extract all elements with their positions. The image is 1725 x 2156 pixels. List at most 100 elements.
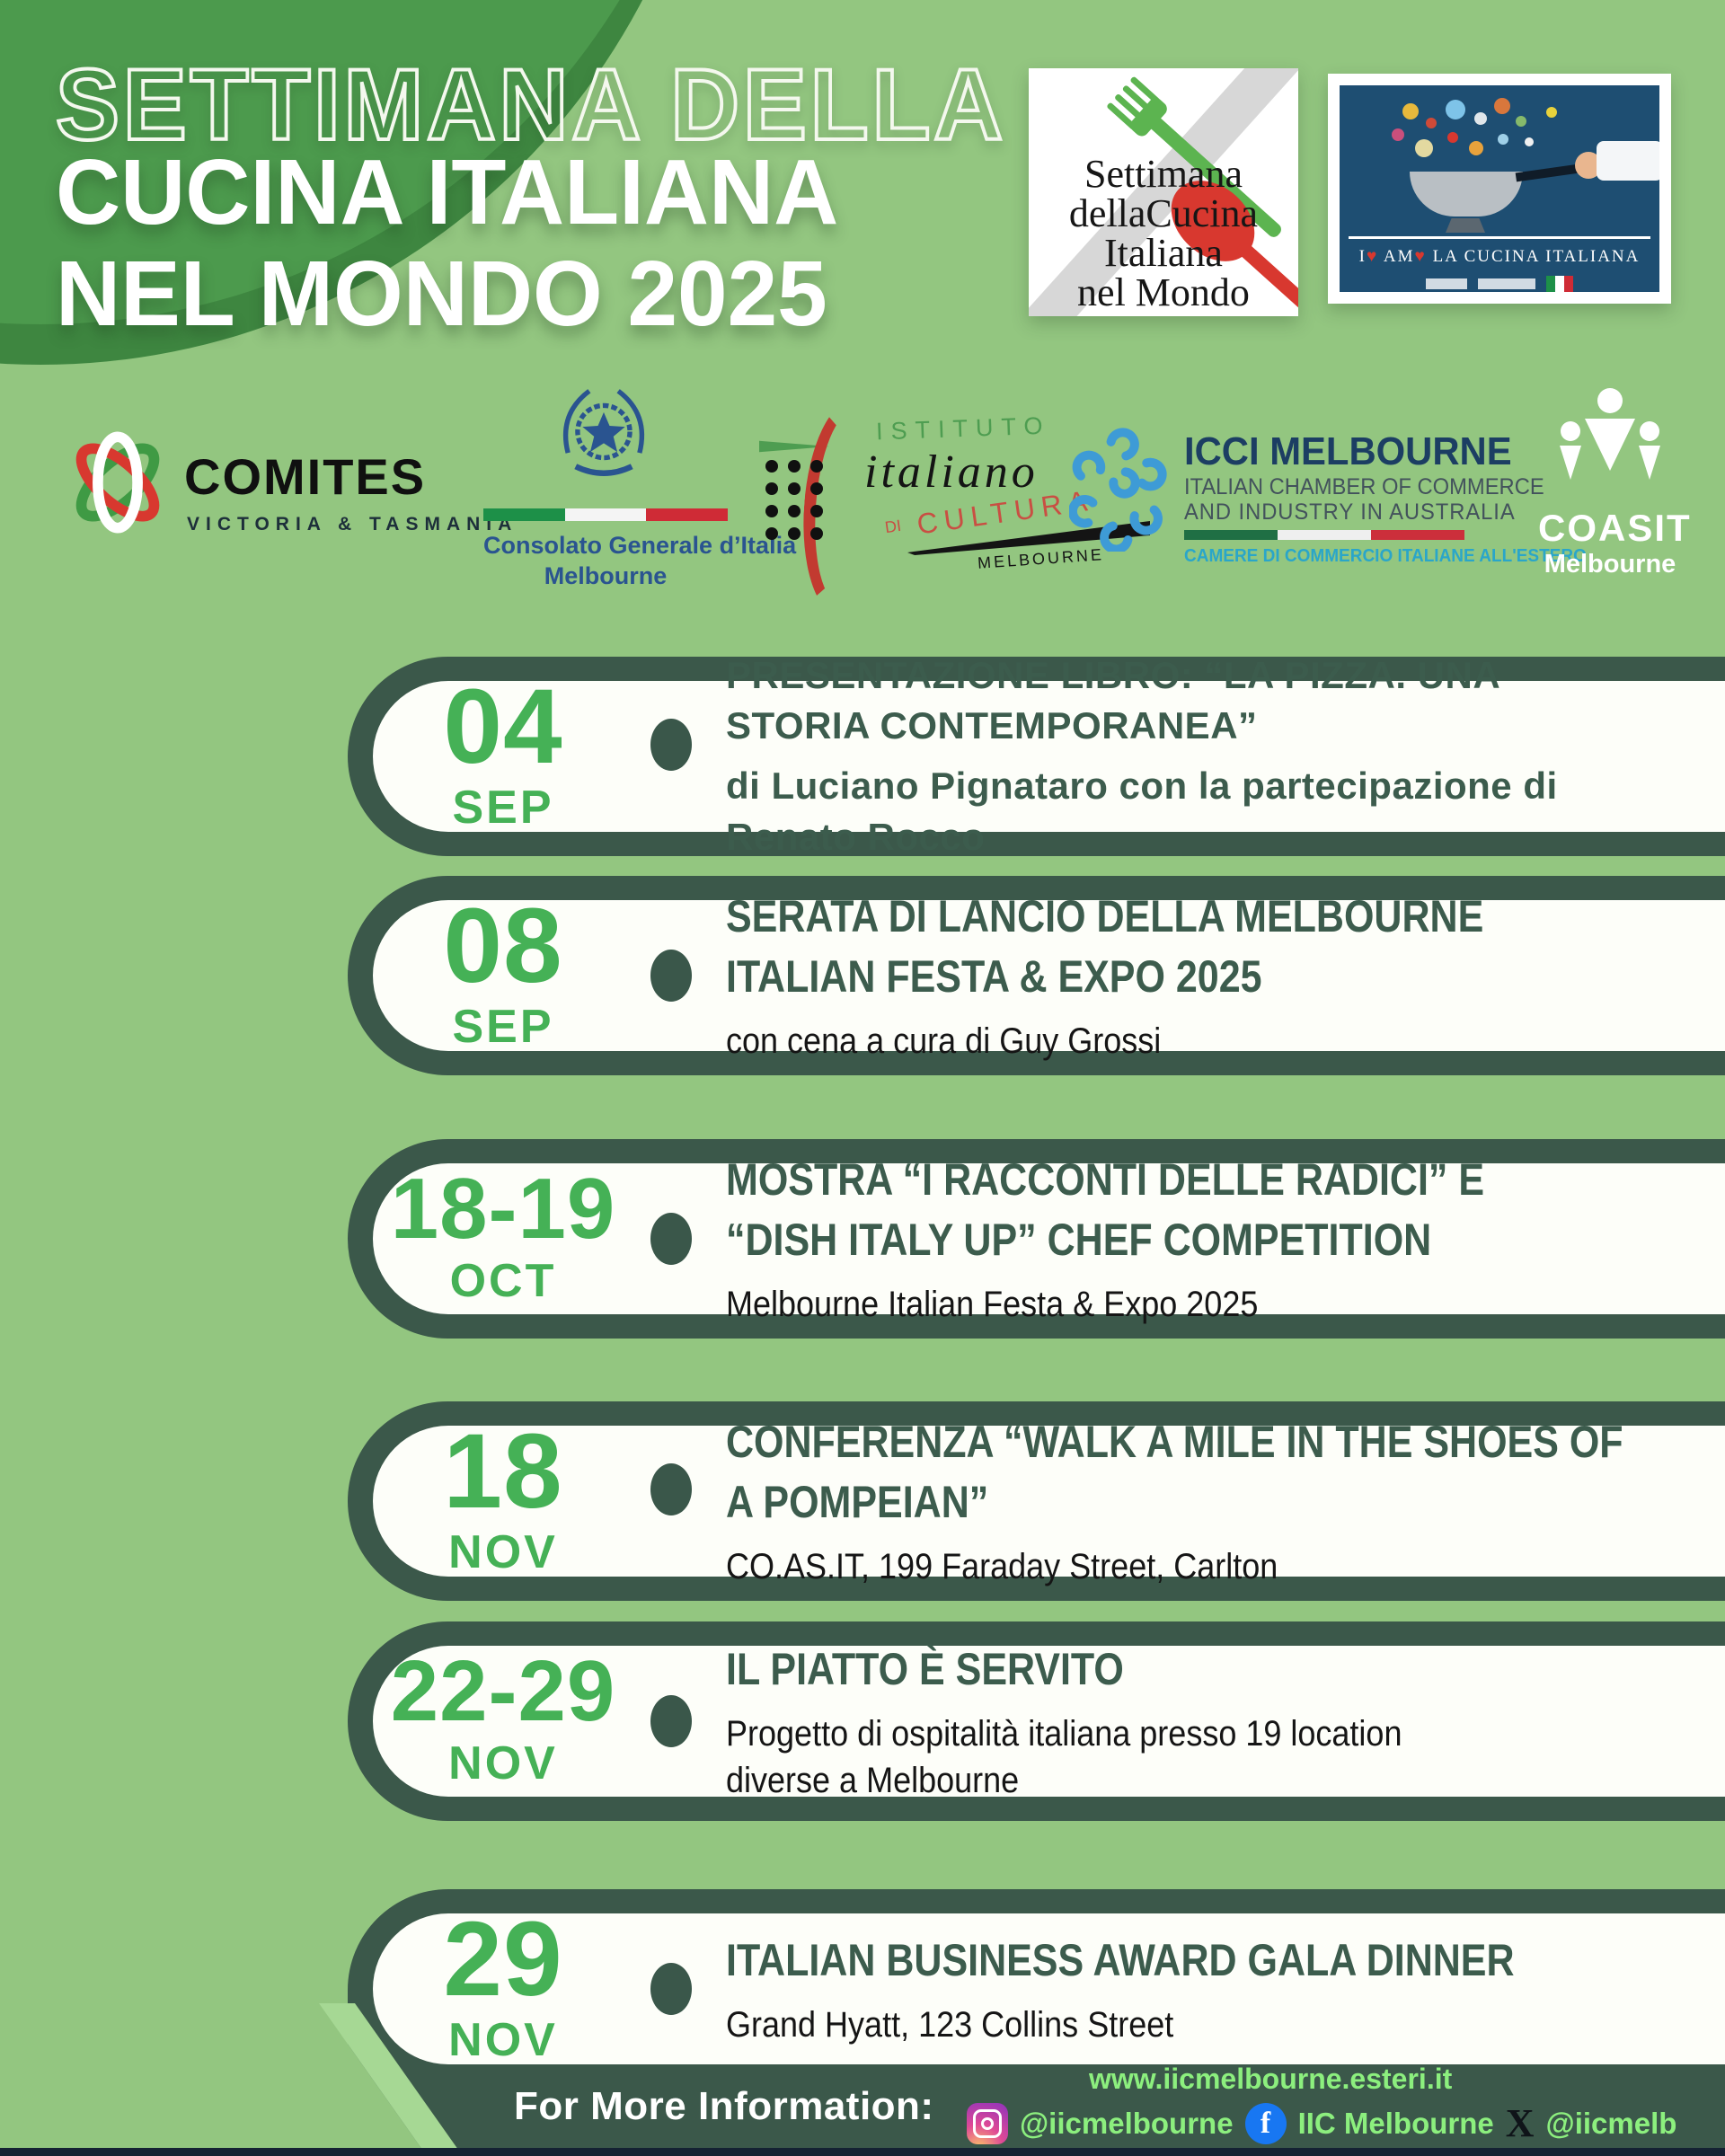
- week-logo-line3: Italiana: [1104, 231, 1223, 275]
- coasit-people-icon: [1560, 388, 1660, 480]
- coasit-city: Melbourne: [1544, 550, 1676, 579]
- coasit-name: COASIT: [1538, 507, 1692, 549]
- event-date-month: NOV: [448, 1526, 558, 1579]
- heart-icon: ♥: [1414, 247, 1427, 266]
- bottom-strip: [0, 2148, 1725, 2156]
- week-logo-line2: dellaCucina: [1068, 191, 1259, 235]
- event-date: 22-29 NOV: [373, 1646, 633, 1797]
- instagram-icon[interactable]: [967, 2102, 1008, 2144]
- istituto-word1: ISTITUTO: [875, 411, 1051, 446]
- event-date: 18 NOV: [373, 1411, 633, 1579]
- event-text: PRESENTAZIONE LIBRO: “LA PIZZA. UNA STOR…: [726, 654, 1698, 858]
- week-logo-line4: nel Mondo: [1077, 270, 1250, 314]
- event-title: MOSTRA “I RACCONTI DELLE RADICI” E: [726, 1154, 1485, 1205]
- x-icon[interactable]: X: [1505, 2101, 1535, 2145]
- comites-region: VICTORIA & TASMANIA: [187, 514, 518, 535]
- event-title: CONFERENZA “WALK A MILE IN THE SHOES OF: [726, 1417, 1623, 1467]
- footer-socials: @iicmelbourne f IIC Melbourne X @iicmelb: [967, 2100, 1676, 2146]
- event-date-month: NOV: [448, 1737, 558, 1790]
- event-date-number: 22-29: [390, 1642, 616, 1739]
- icci-line4: CAMERE DI COMMERCIO ITALIANE ALL'ESTERO: [1184, 546, 1587, 566]
- consolato-line1: Consolato Generale d’Italia: [483, 532, 797, 559]
- consolato-line2: Melbourne: [544, 562, 668, 589]
- consolato-flag-bar: [483, 508, 729, 521]
- event-date-month: NOV: [448, 2014, 558, 2067]
- ministry-logos: [1340, 276, 1659, 292]
- fork-spoon-icon: [1021, 29, 1322, 344]
- event-pill: [373, 681, 1725, 832]
- event-title: “DISH ITALY UP” CHEF COMPETITION: [726, 1215, 1432, 1265]
- title-line1: CUCINA ITALIANA: [56, 140, 839, 243]
- icci-name: ICCI MELBOURNE: [1184, 429, 1512, 473]
- event-pill: [373, 1646, 1725, 1797]
- event-text: MOSTRA “I RACCONTI DELLE RADICI” E “DISH…: [726, 1154, 1698, 1324]
- event-date-number: 08: [443, 886, 563, 1005]
- icci-line2: ITALIAN CHAMBER OF COMMERCE: [1184, 474, 1544, 499]
- footer-diagonal: [270, 2003, 503, 2156]
- event-pill: [373, 1163, 1725, 1314]
- bullet-icon: [650, 1963, 692, 2015]
- event-date-month: SEP: [452, 782, 554, 835]
- event-date-number: 04: [443, 667, 563, 786]
- event-text: CONFERENZA “WALK A MILE IN THE SHOES OF …: [726, 1417, 1698, 1586]
- bullet-icon: [650, 1695, 692, 1747]
- bullet-icon: [650, 1463, 692, 1515]
- icci-line3: AND INDUSTRY IN AUSTRALIA: [1184, 499, 1516, 525]
- event-subtitle: diverse a Melbourne: [726, 1760, 1020, 1800]
- istituto-word2: italiano: [864, 446, 1039, 498]
- event-subtitle: Progetto di ospitalità italiana presso 1…: [726, 1713, 1402, 1754]
- bullet-icon: [650, 950, 692, 1002]
- event-text: IL PIATTO È SERVITO Progetto di ospitali…: [726, 1644, 1698, 1800]
- event-title: SERATA DI LANCIO DELLA MELBOURNE: [726, 891, 1484, 941]
- comites-name: COMITES: [184, 448, 427, 505]
- event-subtitle: di Luciano Pignataro con la partecipazio…: [726, 764, 1558, 858]
- week-logo-line1: Settimana: [1084, 152, 1243, 196]
- istituto-dots-icon: [765, 460, 823, 540]
- footer-label: For More Information:: [514, 2084, 934, 2128]
- event-date-number: 18: [443, 1411, 563, 1531]
- icci-swirl-icon: [1069, 428, 1167, 552]
- italian-flag-icon: [1546, 276, 1573, 292]
- event-date: 18-19 OCT: [373, 1163, 633, 1314]
- event-title: ITALIAN FESTA & EXPO 2025: [726, 951, 1262, 1002]
- campaign-logo-card: I♥ AM♥ LA CUCINA ITALIANA: [1328, 74, 1671, 304]
- event-title: ITALIAN BUSINESS AWARD GALA DINNER: [726, 1934, 1515, 1985]
- event-date-month: OCT: [449, 1255, 557, 1308]
- event-pill: [373, 1913, 1725, 2064]
- event-date-number: 29: [443, 1899, 563, 2019]
- event-pill: [373, 900, 1725, 1051]
- event-date: 08 SEP: [373, 886, 633, 1054]
- event-subtitle: Melbourne Italian Festa & Expo 2025: [726, 1285, 1259, 1324]
- x-handle[interactable]: @iicmelb: [1545, 2106, 1677, 2140]
- event-title: STORIA CONTEMPORANEA”: [726, 704, 1258, 747]
- settimana-cucina-logo-card: Settimana dellaCucina Italiana nel Mondo: [1021, 29, 1322, 344]
- event-date: 29 NOV: [373, 1899, 633, 2067]
- campaign-slogan: I♥ AM♥ LA CUCINA ITALIANA: [1358, 247, 1641, 266]
- comites-knot-icon: [75, 431, 160, 534]
- event-date-number: 18-19: [390, 1160, 616, 1257]
- icci-flag-bar: [1184, 530, 1464, 540]
- event-text: SERATA DI LANCIO DELLA MELBOURNE ITALIAN…: [726, 891, 1698, 1061]
- event-subtitle: con cena a cura di Guy Grossi: [726, 1021, 1162, 1061]
- event-date-month: SEP: [452, 1001, 554, 1054]
- bullet-icon: [650, 719, 692, 771]
- campaign-logo-art: I♥ AM♥ LA CUCINA ITALIANA: [1340, 85, 1659, 292]
- event-pill: [373, 1426, 1725, 1577]
- istituto-di: DI: [883, 516, 903, 537]
- event-text: ITALIAN BUSINESS AWARD GALA DINNER Grand…: [726, 1913, 1698, 2064]
- consolato-emblem-icon: [562, 389, 645, 476]
- footer-website-link[interactable]: www.iicmelbourne.esteri.it: [1089, 2063, 1453, 2095]
- title-outline: SETTIMANA DELLA: [54, 47, 1006, 163]
- event-subtitle: CO.AS.IT, 199 Faraday Street, Carlton: [726, 1547, 1278, 1586]
- event-title: IL PIATTO È SERVITO: [726, 1643, 1124, 1694]
- title-line2: NEL MONDO 2025: [56, 242, 827, 345]
- event-title: A POMPEIAN”: [726, 1477, 989, 1527]
- bullet-icon: [650, 1213, 692, 1265]
- facebook-icon[interactable]: f: [1244, 2102, 1287, 2144]
- facebook-handle[interactable]: IIC Melbourne: [1297, 2106, 1494, 2140]
- event-date: 04 SEP: [373, 667, 633, 835]
- heart-icon: ♥: [1366, 247, 1379, 266]
- instagram-handle[interactable]: @iicmelbourne: [1020, 2106, 1234, 2140]
- event-title: PRESENTAZIONE LIBRO: “LA PIZZA. UNA: [726, 653, 1501, 696]
